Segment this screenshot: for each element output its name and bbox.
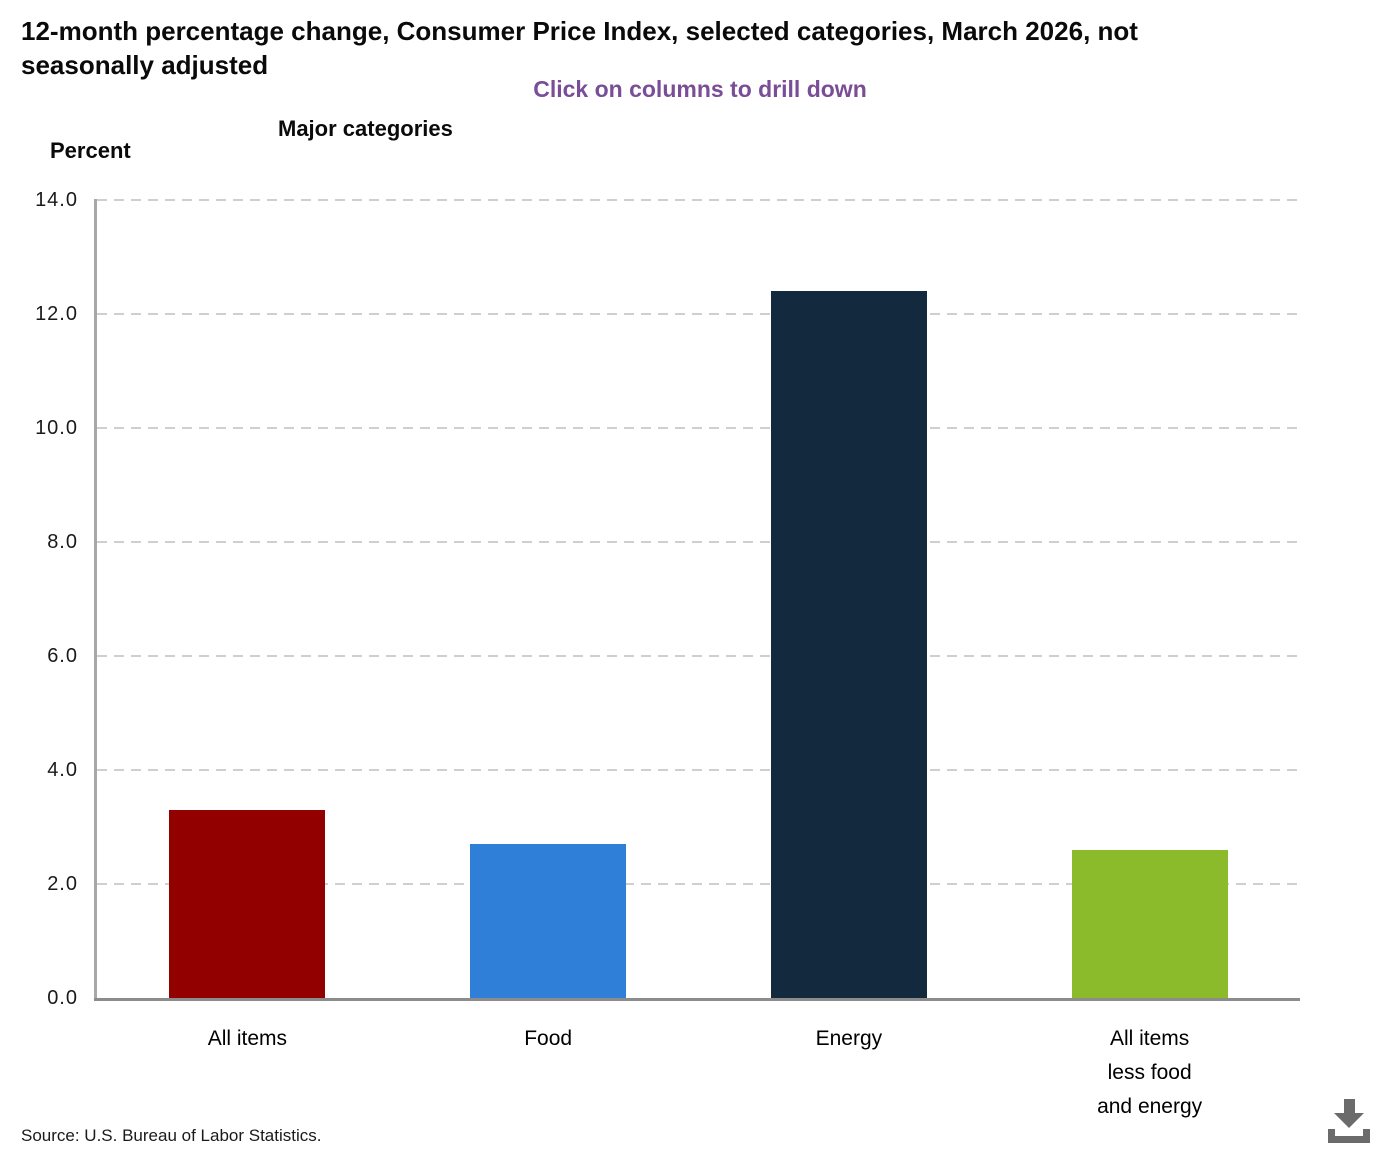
x-label-food: Food	[524, 1027, 573, 1050]
bar-all-items-less-food-and-energy[interactable]	[1071, 849, 1228, 998]
y-tick-label-2.0: 2.0	[47, 873, 78, 895]
gridline-8.0	[97, 541, 1300, 543]
gridline-4.0	[97, 769, 1300, 771]
y-axis-line	[94, 199, 97, 999]
x-label-energy: Energy	[815, 1027, 883, 1050]
y-tick-label-0.0: 0.0	[47, 987, 78, 1009]
bar-energy[interactable]	[770, 291, 927, 998]
gridline-14.0	[97, 199, 1300, 201]
bar-all-items[interactable]	[169, 809, 326, 998]
y-tick-label-4.0: 4.0	[47, 759, 78, 781]
x-axis-title: Major categories	[278, 116, 453, 141]
y-tick-label-14.0: 14.0	[35, 189, 78, 211]
source-note: Source: U.S. Bureau of Labor Statistics.	[21, 1126, 322, 1145]
x-axis-baseline	[94, 998, 1300, 1001]
chart-title: 12-month percentage change, Consumer Pri…	[21, 14, 1361, 83]
y-tick-label-8.0: 8.0	[47, 531, 78, 553]
y-axis-ticks: 0.0 2.0 4.0 6.0 8.0 10.0 12.0 14.0	[0, 189, 78, 1009]
chart-title-line-2: seasonally adjusted	[21, 50, 269, 81]
y-axis-unit-label: Percent	[50, 138, 131, 163]
download-icon	[1328, 1099, 1370, 1143]
x-label-all-items: All items	[207, 1027, 288, 1050]
y-tick-label-12.0: 12.0	[35, 303, 78, 325]
x-axis-category-labels: All items Food Energy All items less food and…	[97, 1022, 1300, 1142]
chart-title-line-1: 12-month percentage change, Consumer Pri…	[21, 16, 1138, 46]
gridline-10.0	[97, 427, 1300, 429]
y-tick-label-10.0: 10.0	[35, 417, 78, 439]
bar-food[interactable]	[470, 844, 627, 998]
plot-area	[97, 199, 1300, 998]
drilldown-hint: Click on columns to drill down	[533, 76, 867, 102]
gridline-6.0	[97, 655, 1300, 657]
y-tick-label-6.0: 6.0	[47, 645, 78, 667]
x-label-all-items-less-food-and-energy: All items less food and energy	[1097, 1027, 1203, 1118]
download-button[interactable]	[1324, 1094, 1374, 1148]
gridline-2.0	[97, 883, 1300, 885]
gridline-12.0	[97, 313, 1300, 315]
